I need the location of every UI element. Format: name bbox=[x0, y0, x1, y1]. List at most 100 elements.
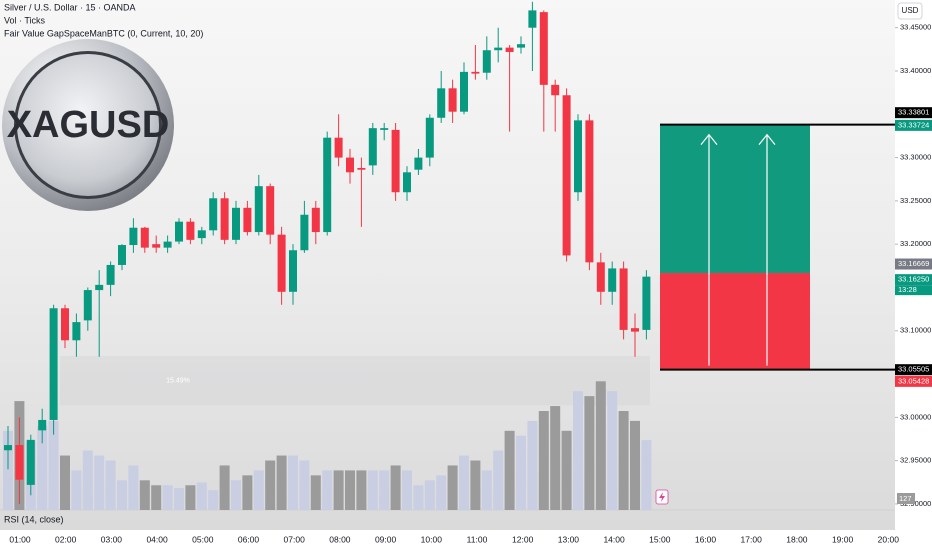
candle-body bbox=[83, 290, 92, 321]
volume-bar bbox=[299, 460, 310, 510]
candle-body bbox=[129, 227, 138, 246]
candle-body bbox=[562, 95, 571, 256]
volume-bar bbox=[219, 465, 230, 510]
price-label-bg bbox=[895, 119, 932, 131]
volume-bar bbox=[595, 381, 606, 510]
volume-bar bbox=[459, 455, 469, 510]
candle-body bbox=[403, 172, 411, 193]
candle-body bbox=[494, 47, 503, 51]
volume-bar bbox=[82, 450, 93, 510]
x-tick-label: 02:00 bbox=[55, 534, 77, 544]
candle-body bbox=[482, 50, 491, 73]
countdown: 13:28 bbox=[898, 285, 917, 294]
candle-body bbox=[4, 445, 12, 451]
candle-body bbox=[232, 207, 240, 240]
price-label: 33.05428 bbox=[898, 376, 929, 385]
x-tick-label: 19:00 bbox=[832, 534, 854, 544]
candle-body bbox=[26, 439, 35, 485]
candle-body bbox=[140, 227, 149, 248]
volume-bar bbox=[208, 490, 219, 510]
volume-bar bbox=[447, 465, 458, 510]
volume-bar bbox=[424, 480, 435, 510]
candle-body bbox=[220, 198, 229, 240]
candle-body bbox=[585, 120, 594, 263]
chart-title: Silver / U.S. Dollar · 15 · OANDA bbox=[4, 2, 136, 12]
volume-label: 127 bbox=[899, 494, 912, 503]
y-tick-label: 33.30000 bbox=[900, 153, 931, 162]
candle-body bbox=[106, 264, 115, 285]
volume-bar bbox=[288, 455, 298, 510]
candle-body bbox=[289, 250, 297, 292]
candle-body bbox=[15, 445, 24, 480]
candle-body bbox=[539, 12, 548, 85]
volume-bar bbox=[630, 420, 640, 510]
candle-body bbox=[163, 241, 172, 248]
x-tick-label: 14:00 bbox=[603, 534, 625, 544]
volume-bar bbox=[345, 470, 355, 510]
volume-bar bbox=[641, 440, 652, 510]
x-tick-label: 09:00 bbox=[375, 534, 397, 544]
candle-body bbox=[209, 198, 218, 231]
candle-body bbox=[175, 221, 183, 242]
price-label: 33.16669 bbox=[898, 259, 929, 268]
candle-body bbox=[266, 186, 275, 235]
x-tick-label: 05:00 bbox=[192, 534, 214, 544]
candle-body bbox=[118, 245, 126, 265]
alert-bolt bbox=[659, 492, 665, 502]
volume-bar bbox=[379, 470, 390, 510]
volume-bar bbox=[185, 485, 196, 510]
volume-bar bbox=[71, 470, 82, 510]
volume-bar bbox=[117, 480, 127, 510]
volume-bar bbox=[151, 485, 162, 510]
arrow-head bbox=[700, 133, 718, 146]
y-tick-label: 33.25000 bbox=[900, 196, 931, 205]
candle-body bbox=[631, 328, 639, 332]
candle-body bbox=[414, 157, 423, 170]
candle-body bbox=[49, 308, 58, 420]
candle-body bbox=[346, 157, 354, 173]
candle-body bbox=[254, 186, 263, 233]
pane-label: RSI (14, close) bbox=[4, 514, 64, 524]
x-tick-label: 17:00 bbox=[741, 534, 763, 544]
currency-button[interactable] bbox=[897, 2, 923, 20]
x-tick-label: 01:00 bbox=[9, 534, 31, 544]
price-label-bg bbox=[895, 258, 932, 270]
volume-bar bbox=[561, 430, 572, 510]
candle-body bbox=[425, 117, 434, 158]
volume-bar bbox=[333, 470, 344, 510]
candle-body bbox=[380, 128, 389, 130]
candle-body bbox=[574, 120, 582, 193]
volume-bar bbox=[504, 430, 515, 510]
volume-bar bbox=[618, 411, 629, 510]
x-tick-label: 15:00 bbox=[649, 534, 671, 544]
candle-body bbox=[243, 207, 252, 233]
x-tick-label: 03:00 bbox=[101, 534, 123, 544]
candle-body bbox=[300, 214, 309, 251]
volume-bar bbox=[390, 465, 401, 510]
candle-body bbox=[152, 244, 161, 248]
y-tick-label: 33.45000 bbox=[900, 23, 931, 32]
candle-body bbox=[437, 88, 446, 118]
volume-bar bbox=[538, 411, 549, 510]
volume-bar bbox=[573, 391, 583, 510]
volume-bar bbox=[322, 470, 333, 510]
candle-body bbox=[596, 262, 605, 292]
x-tick-label: 13:00 bbox=[558, 534, 580, 544]
candle-body bbox=[471, 71, 480, 74]
volume-bar bbox=[48, 420, 59, 510]
candle-body bbox=[197, 230, 206, 239]
volume-bar bbox=[139, 480, 150, 510]
x-tick-label: 10:00 bbox=[421, 534, 443, 544]
x-tick-label: 07:00 bbox=[284, 534, 306, 544]
volume-bar bbox=[493, 450, 504, 510]
price-label: 33.05505 bbox=[898, 365, 929, 374]
price-label: 33.33724 bbox=[898, 120, 929, 129]
time-axis bbox=[0, 530, 932, 550]
volume-bar bbox=[356, 470, 367, 510]
candle-body bbox=[95, 284, 104, 291]
currency-label[interactable]: USD bbox=[902, 6, 919, 15]
candle-body bbox=[391, 129, 400, 193]
volume-label-bg bbox=[897, 493, 915, 504]
